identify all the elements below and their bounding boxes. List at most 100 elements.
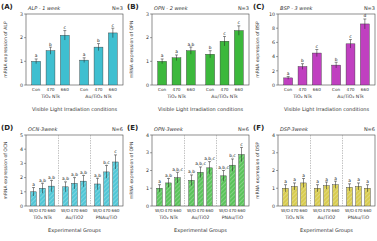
y-tick [276,42,278,43]
n-note: N=3 [364,5,375,11]
y-tick [276,188,278,189]
y-tick-label: 3 [146,150,149,155]
x-tick-label: 660 [80,208,88,213]
x-tick-label: 470 [71,208,79,213]
title: OCN-3week [28,126,58,132]
error-bar [348,184,351,191]
y-tick [276,14,278,15]
plot-frame [26,135,123,206]
significance-letter: a,b [48,175,55,180]
significance-letter: c [349,34,352,39]
y-tick-label: 0 [20,204,23,209]
panel-label: (C) [253,3,265,11]
group-label: Au/TiO₂ NTs [85,94,112,99]
significance-letter: b,c [103,160,110,165]
error-bar [208,162,211,174]
significance-letter: a,b [62,176,69,181]
y-tick [24,135,26,136]
x-tick-label: 660 [332,208,340,213]
error-bar [325,182,328,189]
y-tick [276,206,278,207]
plot-frame [152,135,249,206]
y-axis-label: mRNA expression of ALP [3,21,8,78]
bar [60,35,69,85]
y-tick-label: 2 [20,175,23,180]
y-tick [276,70,278,71]
y-tick [150,206,152,207]
y-axis-label: mRNA expression of OPN [129,21,134,79]
n-note: N=6 [364,126,375,132]
significance-letter: a,b,c [195,161,206,166]
group-label: TiO₂ NTs [166,94,186,99]
error-bar [240,147,243,161]
y-tick [24,85,26,86]
y-tick [24,149,26,150]
panel: (F)DSP-3weekN=6mRNA expression of DSPExp… [253,124,375,234]
error-bar [32,188,35,197]
significance-letter: a [302,173,305,178]
significance-letter: c [112,23,115,28]
panel: (D) OCN-3week N=6 mRNA expression of OCN Exp… [1,124,123,234]
error-bar [335,62,338,68]
error-bar [73,178,76,189]
significance-letter: a [158,179,161,184]
x-tick-label: Con [284,87,292,92]
panel: (B)OPN - 2 weekN=3mRNA expression of OPN… [127,3,249,113]
y-tick [24,177,26,178]
y-tick [150,152,152,153]
x-tick-label: 660 [364,208,372,213]
group-label: PNAu/TiO [96,215,118,220]
n-note: N=6 [112,126,123,132]
bar [158,61,167,85]
y-tick [150,37,152,38]
x-tick-label: W/O [187,208,197,213]
x-axis-label: Visible Light Irradiation conditions [284,106,369,113]
y-tick-label: 2 [146,35,149,40]
y-tick-label: 5 [20,133,23,138]
marks [32,28,118,85]
group-separator [90,135,91,206]
error-bar [189,47,192,54]
panel-label: (B) [127,3,139,11]
panel: (E)OPN-3weekN=6mRNA expression of OPNExp… [127,124,249,234]
error-bar [231,159,234,171]
significance-letter: d [363,13,366,18]
significance-letter: a [287,71,290,76]
error-bar [96,178,99,189]
group-label: TiO₂ NTs [158,215,178,220]
x-axis-label: Experimental Groups [48,227,101,234]
error-bar [284,185,287,192]
panel-label: (A) [1,3,13,11]
title: OPN-3week [154,126,184,132]
error-bar [41,183,44,193]
significance-letter: c [223,31,226,36]
x-tick-label: 470 [323,208,331,213]
plot-frame [278,135,375,206]
y-tick-label: 4 [146,133,149,138]
bar [332,65,341,85]
y-tick-label: 3 [146,12,149,17]
significance-letter: c [64,25,67,30]
x-tick-label: 660 [109,87,117,92]
x-tick-label: 470 [221,87,229,92]
error-bar [83,58,86,63]
significance-letter: b [335,57,338,62]
group-label: TiO₂ NTs [292,94,312,99]
group-label: PNAu/TiO [348,215,370,220]
significance-letter: a [316,179,319,184]
x-tick-label: W/O [29,208,39,213]
group-label: Au/TiO₂ NTs [337,94,364,99]
y-axis-label: mRNA expression of OCN [3,141,8,199]
group-separator [310,135,311,206]
significance-letter: a [357,177,360,182]
group-separator [184,135,185,206]
y-tick [24,61,26,62]
significance-letter: a [83,52,86,57]
y-tick [150,14,152,15]
x-tick-label: 470 [103,208,111,213]
significance-letter: c [114,149,117,154]
x-tick-label: Con [158,87,166,92]
y-axis-label: mRNA expression of OPN [129,142,134,200]
panel-label: (D) [1,124,13,132]
x-tick-label: 660 [238,208,246,213]
